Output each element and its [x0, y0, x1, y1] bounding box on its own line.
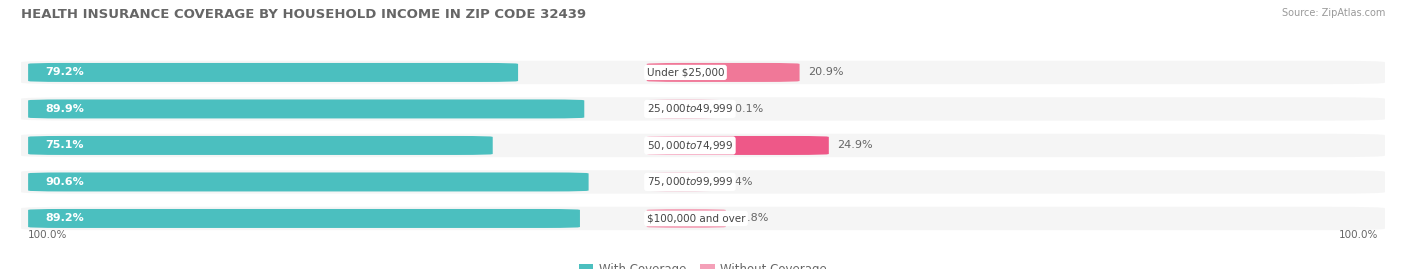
Text: 89.9%: 89.9% — [45, 104, 84, 114]
FancyBboxPatch shape — [647, 100, 721, 118]
FancyBboxPatch shape — [21, 61, 1385, 84]
Text: $75,000 to $99,999: $75,000 to $99,999 — [647, 175, 733, 189]
Legend: With Coverage, Without Coverage: With Coverage, Without Coverage — [579, 263, 827, 269]
Text: 100.0%: 100.0% — [28, 230, 67, 240]
Text: 10.1%: 10.1% — [730, 104, 765, 114]
Text: Under $25,000: Under $25,000 — [647, 68, 724, 77]
Text: 24.9%: 24.9% — [837, 140, 873, 150]
Text: 10.8%: 10.8% — [734, 214, 769, 224]
FancyBboxPatch shape — [28, 63, 517, 82]
FancyBboxPatch shape — [647, 172, 716, 192]
FancyBboxPatch shape — [28, 172, 589, 192]
FancyBboxPatch shape — [647, 209, 725, 228]
Text: 75.1%: 75.1% — [45, 140, 83, 150]
FancyBboxPatch shape — [21, 207, 1385, 230]
Text: $50,000 to $74,999: $50,000 to $74,999 — [647, 139, 733, 152]
Text: 9.4%: 9.4% — [724, 177, 752, 187]
Text: HEALTH INSURANCE COVERAGE BY HOUSEHOLD INCOME IN ZIP CODE 32439: HEALTH INSURANCE COVERAGE BY HOUSEHOLD I… — [21, 8, 586, 21]
FancyBboxPatch shape — [21, 97, 1385, 121]
FancyBboxPatch shape — [28, 100, 585, 118]
Text: 89.2%: 89.2% — [45, 214, 84, 224]
FancyBboxPatch shape — [647, 136, 828, 155]
FancyBboxPatch shape — [21, 134, 1385, 157]
FancyBboxPatch shape — [28, 209, 579, 228]
Text: Source: ZipAtlas.com: Source: ZipAtlas.com — [1281, 8, 1385, 18]
Text: $100,000 and over: $100,000 and over — [647, 214, 745, 224]
Text: 90.6%: 90.6% — [45, 177, 84, 187]
FancyBboxPatch shape — [28, 136, 492, 155]
Text: 79.2%: 79.2% — [45, 68, 84, 77]
Text: 100.0%: 100.0% — [1339, 230, 1378, 240]
FancyBboxPatch shape — [21, 170, 1385, 194]
FancyBboxPatch shape — [647, 63, 800, 82]
Text: $25,000 to $49,999: $25,000 to $49,999 — [647, 102, 733, 115]
Text: 20.9%: 20.9% — [808, 68, 844, 77]
